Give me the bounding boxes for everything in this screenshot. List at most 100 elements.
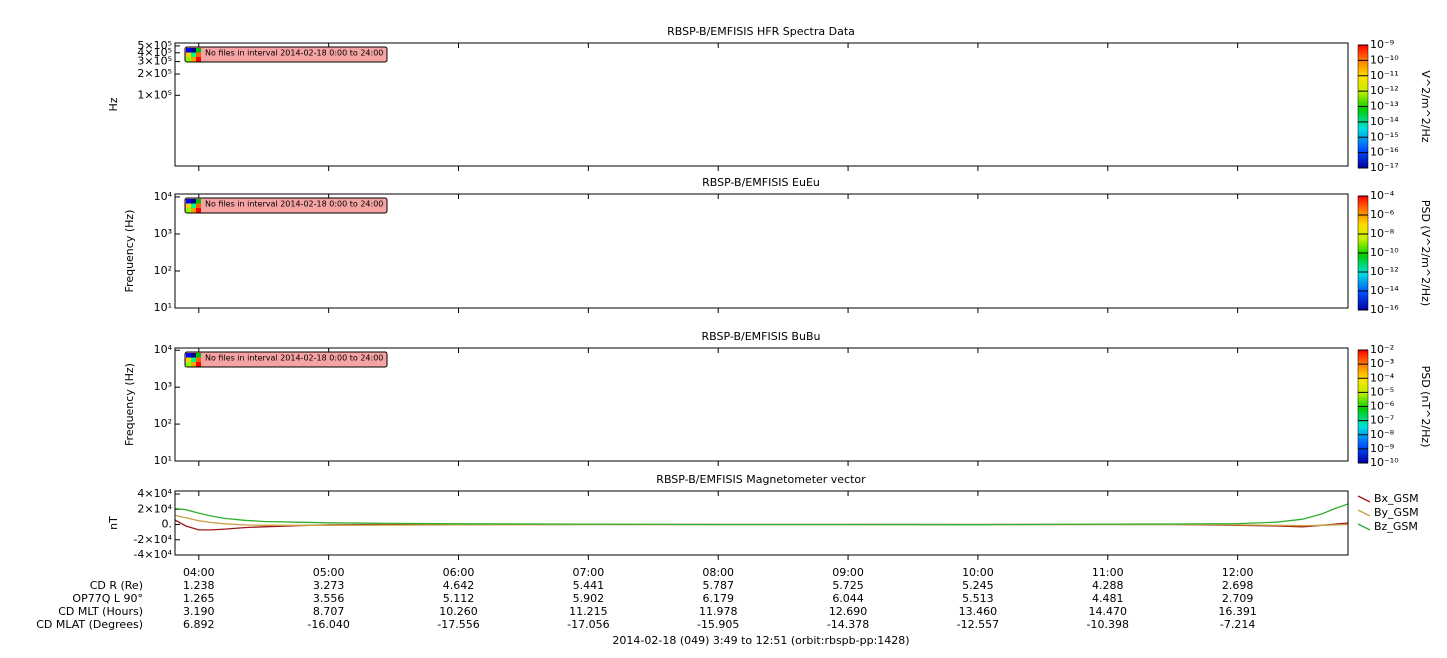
ephemeris-value: 11.215 [569, 605, 608, 618]
message-icon [191, 203, 196, 208]
x-tick-label: 08:00 [702, 566, 734, 579]
colorbar-tick-label: 10⁻⁴ [1370, 189, 1395, 202]
y-axis-label: Frequency (Hz) [123, 363, 136, 446]
ephemeris-value: 3.273 [313, 579, 345, 592]
message-icon [196, 203, 201, 208]
ephemeris-value: 5.725 [832, 579, 864, 592]
ephemeris-value: 3.556 [313, 592, 345, 605]
colorbar-tick-label: 10⁻⁷ [1370, 414, 1394, 427]
ephemeris-value: 8.707 [313, 605, 345, 618]
y-axis-label: nT [107, 516, 120, 530]
colorbar-label: PSD (nT^2/Hz) [1419, 366, 1432, 448]
x-tick-label: 07:00 [573, 566, 605, 579]
message-icon [186, 362, 191, 367]
message-icon [196, 57, 201, 62]
message-icon [191, 52, 196, 57]
panel-title: RBSP-B/EMFISIS HFR Spectra Data [667, 25, 855, 38]
colorbar-tick-label: 10⁻¹³ [1370, 100, 1399, 113]
message-text: No files in interval 2014-02-18 0:00 to … [205, 354, 383, 363]
x-tick-label: 04:00 [183, 566, 215, 579]
ephemeris-value: 2.698 [1222, 579, 1254, 592]
no-data-message: No files in interval 2014-02-18 0:00 to … [184, 351, 388, 368]
ephemeris-value: 12.690 [829, 605, 868, 618]
ephemeris-value: 1.265 [183, 592, 215, 605]
ephemeris-value: -17.056 [567, 618, 609, 631]
y-tick-label: 10⁴ [154, 343, 173, 356]
colorbar-tick-label: 10⁻¹⁵ [1370, 130, 1399, 143]
message-icon [191, 357, 196, 362]
legend-label: Bz_GSM [1374, 520, 1418, 533]
ephemeris-value: 2.709 [1222, 592, 1254, 605]
colorbar-tick-label: 10⁻¹¹ [1370, 69, 1399, 82]
y-axis-label: Frequency (Hz) [123, 210, 136, 293]
colorbar-tick-label: 10⁻³ [1370, 357, 1394, 370]
y-tick-label: 10² [154, 264, 172, 277]
colorbar-tick-label: 10⁻¹² [1370, 84, 1399, 97]
message-icon [196, 52, 201, 57]
message-icon [191, 353, 196, 358]
message-icon [191, 362, 196, 367]
data-line [174, 503, 1349, 526]
colorbar-tick-label: 10⁻¹⁰ [1370, 456, 1399, 469]
ephemeris-value: -17.556 [437, 618, 479, 631]
message-icon [186, 203, 191, 208]
legend-swatch [1357, 523, 1371, 531]
y-tick-label: 10³ [154, 380, 172, 393]
ephemeris-value: -16.040 [307, 618, 349, 631]
y-tick-label: 0. [162, 518, 173, 531]
ephemeris-value: 6.044 [832, 592, 864, 605]
no-data-message: No files in interval 2014-02-18 0:00 to … [184, 46, 388, 63]
y-tick-label: 4×10⁴ [137, 487, 172, 500]
ephemeris-value: 13.460 [959, 605, 998, 618]
ephemeris-value: 6.892 [183, 618, 215, 631]
legend-swatch [1357, 495, 1371, 503]
y-tick-label: 10¹ [154, 454, 172, 467]
ephemeris-value: 4.288 [1092, 579, 1124, 592]
x-tick-label: 12:00 [1222, 566, 1254, 579]
plot-frame [174, 347, 1349, 462]
colorbar-label: PSD (V^2/m^2/Hz) [1419, 200, 1432, 306]
colorbar-label: V^2/m^2/Hz [1419, 70, 1432, 142]
ephemeris-value: -12.557 [957, 618, 999, 631]
colorbar-tick-label: 10⁻¹⁰ [1370, 246, 1399, 259]
ephemeris-value: 14.470 [1089, 605, 1128, 618]
message-box [184, 197, 388, 214]
message-icon [196, 208, 201, 213]
ephemeris-value: 4.642 [443, 579, 475, 592]
ephemeris-value: -14.378 [827, 618, 869, 631]
colorbar-tick-label: 10⁻⁹ [1370, 38, 1394, 51]
y-tick-label: 3×10⁵ [137, 55, 172, 68]
no-data-message: No files in interval 2014-02-18 0:00 to … [184, 197, 388, 214]
ephemeris-value: 5.245 [962, 579, 994, 592]
ephemeris-label: OP77Q L 90° [72, 592, 143, 605]
message-icon [191, 57, 196, 62]
colorbar-tick-label: 10⁻² [1370, 343, 1394, 356]
message-icon [196, 199, 201, 204]
x-tick-label: 10:00 [962, 566, 994, 579]
ephemeris-value: 1.238 [183, 579, 215, 592]
message-icon [196, 48, 201, 53]
ephemeris-label: CD MLAT (Degrees) [36, 618, 143, 631]
colorbar-tick-label: 10⁻⁸ [1370, 428, 1395, 441]
ephemeris-value: 11.978 [699, 605, 738, 618]
ephemeris-value: 16.391 [1218, 605, 1257, 618]
message-icon [196, 357, 201, 362]
legend-label: By_GSM [1374, 506, 1419, 519]
panel-title: RBSP-B/EMFISIS BuBu [702, 330, 821, 343]
y-tick-label: 10¹ [154, 301, 172, 314]
colorbar-tick-label: 10⁻⁶ [1370, 400, 1395, 413]
plot-frame [174, 490, 1349, 556]
message-icon [191, 199, 196, 204]
message-text: No files in interval 2014-02-18 0:00 to … [205, 49, 383, 58]
message-icon [186, 52, 191, 57]
y-tick-label: 10⁴ [154, 190, 173, 203]
message-text: No files in interval 2014-02-18 0:00 to … [205, 200, 383, 209]
ephemeris-value: 6.179 [702, 592, 734, 605]
message-icon [196, 353, 201, 358]
footer: 2014-02-18 (049) 3:49 to 12:51 (orbit:rb… [612, 634, 909, 647]
ephemeris-value: 10.260 [439, 605, 478, 618]
message-icon [191, 48, 196, 53]
colorbar-tick-label: 10⁻¹² [1370, 265, 1399, 278]
y-axis-label: Hz [107, 97, 120, 111]
colorbar-tick-label: 10⁻⁴ [1370, 371, 1395, 384]
